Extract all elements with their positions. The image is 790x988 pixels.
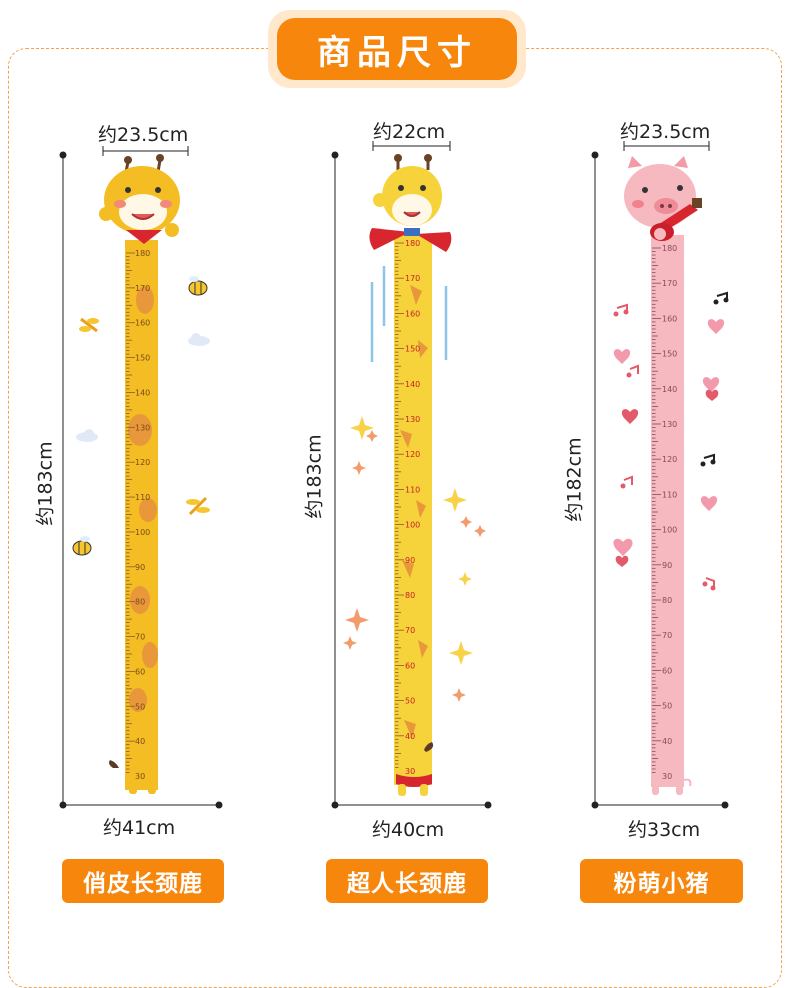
ruler-tick-label: 40	[135, 737, 145, 746]
ruler-tick-label: 160	[662, 314, 677, 323]
ruler-tick-label: 150	[135, 354, 150, 363]
product-1-giraffe-head	[99, 154, 180, 244]
product-1-dimension-lines	[59, 146, 223, 809]
ruler-tick-label: 40	[662, 737, 672, 746]
product-1-name: 俏皮长颈鹿	[62, 859, 224, 903]
cloud-icon	[76, 429, 98, 442]
ruler-tick-label: 80	[135, 598, 145, 607]
product-2-ruler	[394, 235, 434, 796]
ruler-tick-label: 180	[405, 239, 420, 248]
ruler-tick-label: 180	[662, 244, 677, 253]
speed-lines-decoration	[370, 266, 448, 362]
ruler-tick-label: 40	[405, 732, 415, 741]
product-3-ruler	[651, 235, 692, 795]
ruler-tick-label: 50	[662, 702, 672, 711]
ruler-tick-label: 60	[135, 667, 145, 676]
ruler-tick-label: 180	[135, 249, 150, 258]
ruler-tick-label: 160	[135, 319, 150, 328]
product-2-top-width: 约22cm	[373, 121, 446, 143]
ruler-tick-label: 50	[135, 702, 145, 711]
product-2-bottom-width: 约40cm	[372, 819, 445, 841]
ruler-tick-label: 50	[405, 697, 415, 706]
ruler-tick-label: 150	[662, 350, 677, 359]
heart-icon	[615, 389, 719, 567]
product-1-height: 约183cm	[34, 441, 57, 526]
ruler-tick-label: 100	[405, 521, 420, 530]
product-1-top-width: 约23.5cm	[98, 124, 189, 146]
ruler-tick-label: 130	[662, 420, 677, 429]
product-2-dimension-lines	[331, 141, 492, 809]
ruler-tick-label: 30	[405, 767, 415, 776]
ruler-tick-label: 110	[405, 485, 420, 494]
ruler-tick-label: 110	[662, 490, 677, 499]
product-3-pig-head	[624, 156, 702, 241]
ruler-tick-label: 120	[135, 458, 150, 467]
ruler-tick-label: 130	[405, 415, 420, 424]
ruler-tick-label: 170	[662, 279, 677, 288]
ruler-tick-label: 60	[662, 666, 672, 675]
bee-icon	[188, 276, 208, 296]
product-3-bottom-width: 约33cm	[628, 819, 701, 841]
dragonfly-icon	[186, 496, 210, 516]
ruler-tick-label: 120	[405, 450, 420, 459]
ruler-tick-label: 130	[135, 423, 150, 432]
ruler-tick-label: 140	[135, 388, 150, 397]
ruler-tick-label: 120	[662, 455, 677, 464]
ruler-tick-label: 30	[662, 772, 672, 781]
ruler-tick-label: 90	[662, 561, 672, 570]
product-2-name: 超人长颈鹿	[326, 859, 488, 903]
ruler-tick-label: 60	[405, 661, 415, 670]
music-note-icon	[613, 291, 729, 591]
ruler-tick-label: 80	[662, 596, 672, 605]
product-3-top-width: 约23.5cm	[620, 121, 711, 143]
ruler-tick-label: 100	[662, 526, 677, 535]
ruler-tick-label: 110	[135, 493, 150, 502]
ruler-tick-label: 30	[135, 772, 145, 781]
product-2-height: 约183cm	[303, 434, 326, 519]
ruler-tick-label: 90	[135, 563, 145, 572]
ruler-tick-label: 140	[405, 380, 420, 389]
ruler-tick-label: 160	[405, 309, 420, 318]
page-title: 商品尺寸	[277, 18, 517, 80]
sparkle-icon	[350, 416, 473, 665]
ruler-tick-label: 90	[405, 556, 415, 565]
ruler-tick-label: 140	[662, 385, 677, 394]
product-2-giraffe-head	[369, 154, 452, 252]
ruler-tick-label: 100	[135, 528, 150, 537]
product-3-dimension-lines	[591, 141, 729, 809]
product-1-ruler	[109, 240, 158, 794]
ruler-tick-label: 70	[662, 631, 672, 640]
product-3-height: 约182cm	[563, 437, 586, 522]
ruler-tick-label: 170	[405, 274, 420, 283]
ruler-tick-label: 80	[405, 591, 415, 600]
ruler-tick-label: 70	[405, 626, 415, 635]
ruler-tick-label: 170	[135, 284, 150, 293]
bee-icon	[72, 536, 92, 556]
product-1-bottom-width: 约41cm	[103, 817, 176, 839]
heart-icon	[613, 319, 725, 556]
cloud-icon	[188, 333, 210, 346]
sparkle-icon	[343, 430, 486, 702]
ruler-tick-label: 70	[135, 633, 145, 642]
product-3-name: 粉萌小猪	[580, 859, 743, 903]
ruler-tick-label: 150	[405, 345, 420, 354]
dragonfly-icon	[79, 317, 99, 333]
